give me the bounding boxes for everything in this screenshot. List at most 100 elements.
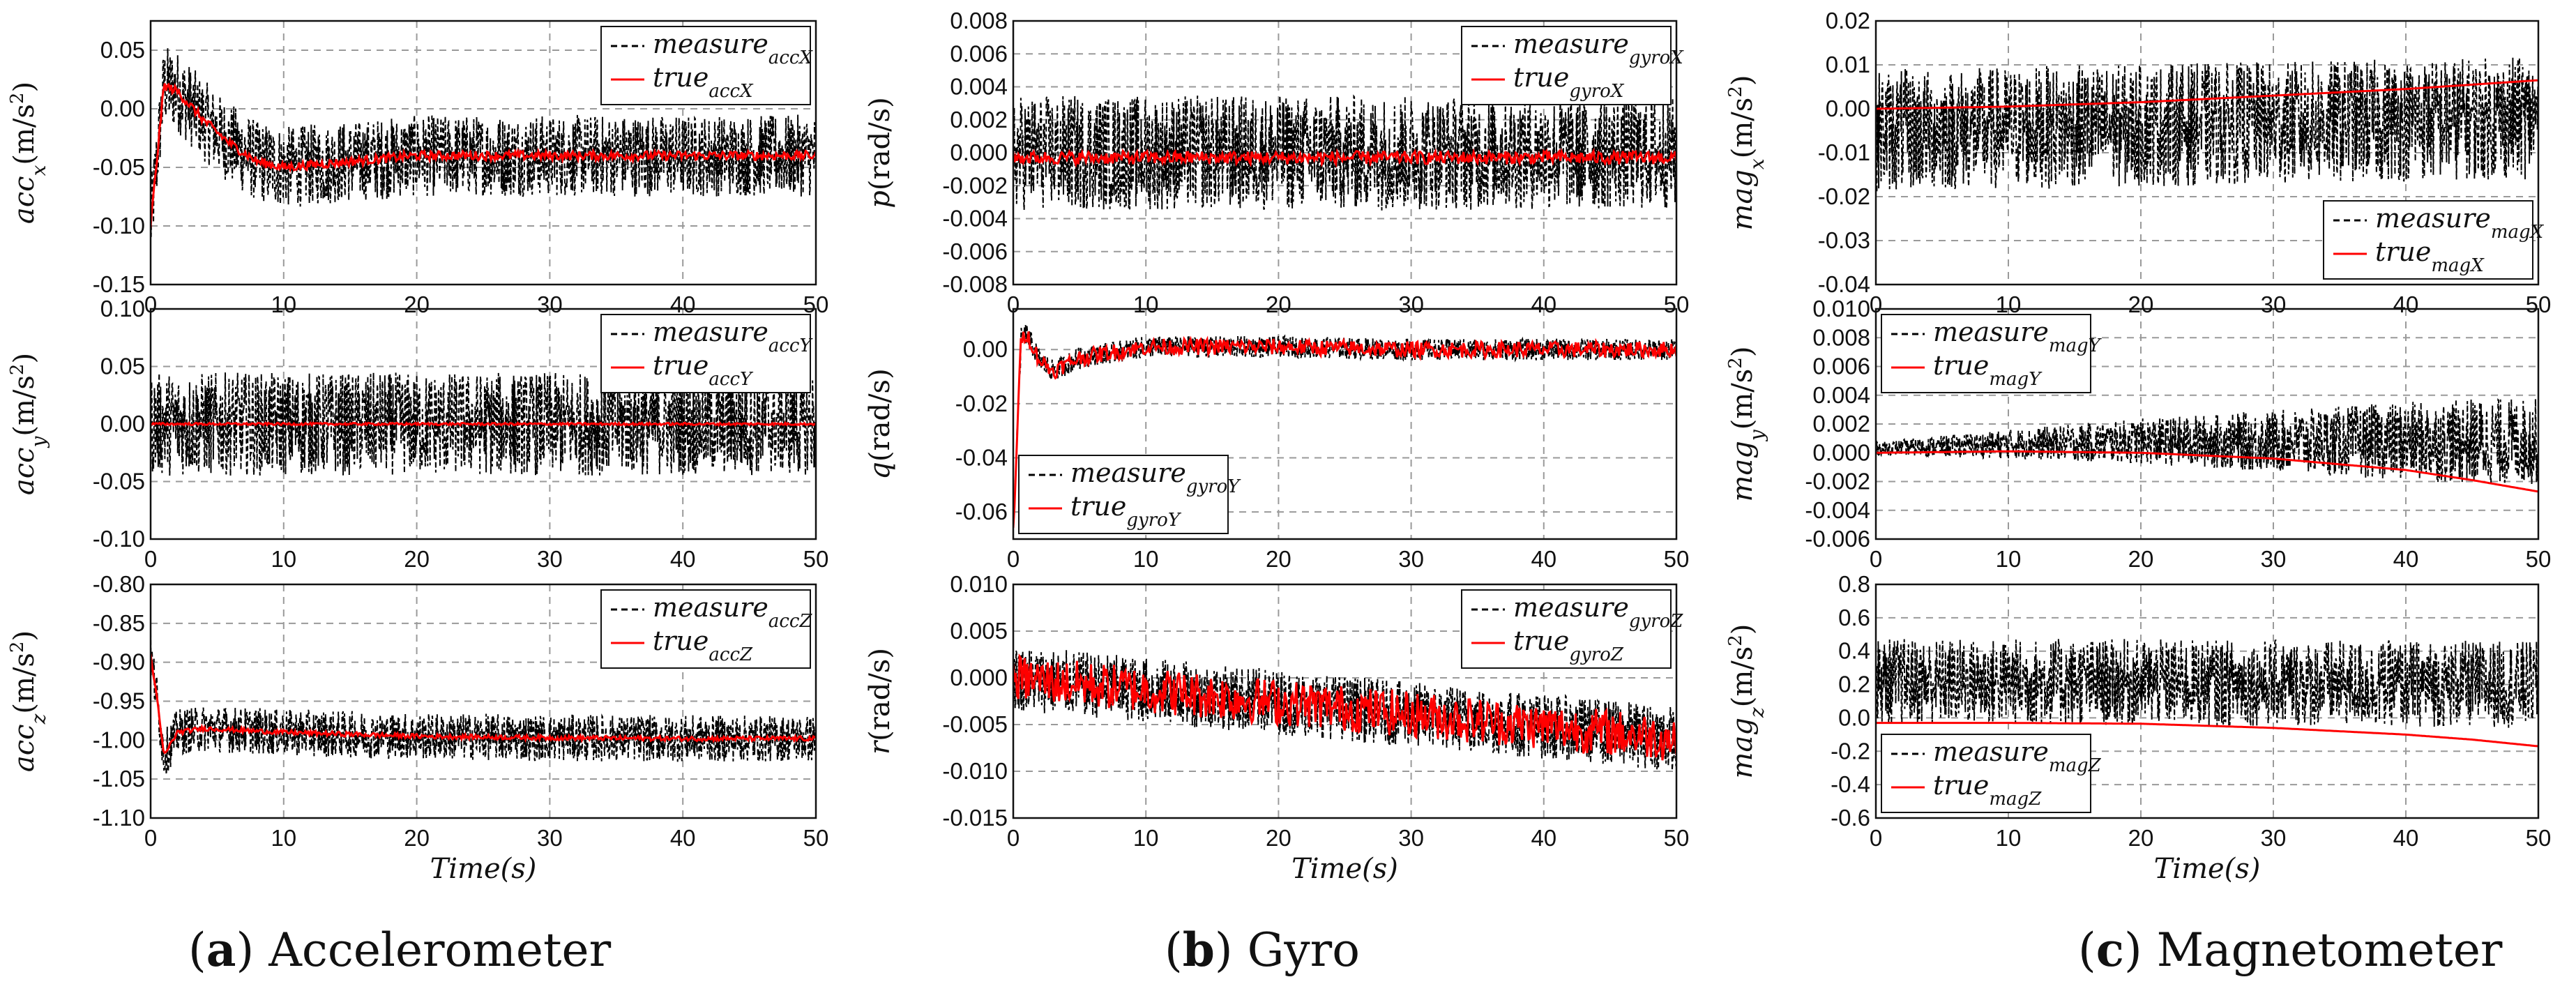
y-tick-label: -0.90 bbox=[93, 649, 145, 675]
y-tick-label: -1.05 bbox=[93, 766, 145, 792]
plot-frame bbox=[149, 20, 817, 286]
y-tick-label: -0.80 bbox=[93, 571, 145, 597]
legend-box bbox=[600, 589, 811, 669]
plot-area bbox=[151, 372, 816, 476]
series-measure_magZ bbox=[1876, 639, 2538, 728]
y-tick-label: -0.02 bbox=[955, 391, 1008, 416]
y-tick-label: 0.008 bbox=[1812, 324, 1870, 350]
plot-area bbox=[1876, 397, 2538, 493]
series-true_gyroX bbox=[1013, 147, 1676, 168]
series-measure_accY bbox=[151, 372, 816, 476]
y-tick-label: -0.06 bbox=[955, 499, 1008, 524]
y-tick-label: 0.002 bbox=[950, 107, 1008, 132]
x-tick-label: 10 bbox=[1996, 825, 2022, 851]
x-tick-label: 0 bbox=[1870, 825, 1882, 851]
legend-label: measuremagZ bbox=[1933, 736, 2102, 776]
legend-label: trueaccY bbox=[653, 350, 754, 390]
y-tick-label: -0.15 bbox=[93, 271, 145, 297]
x-tick-label: 30 bbox=[537, 825, 563, 851]
plot-frame bbox=[149, 583, 817, 819]
series-true_magZ bbox=[1876, 722, 2538, 748]
plot-area bbox=[151, 48, 816, 237]
y-tick-label: 0.8 bbox=[1838, 571, 1870, 597]
y-tick-label: 0.0 bbox=[1838, 704, 1870, 730]
y-tick-label: -0.006 bbox=[1805, 526, 1870, 552]
y-axis-label: q(rad/s) bbox=[864, 368, 896, 479]
series-true_accZ bbox=[151, 653, 816, 755]
y-tick-label: -0.10 bbox=[93, 213, 145, 238]
y-tick-label: -0.03 bbox=[1818, 227, 1870, 253]
y-tick-label: 0.000 bbox=[950, 139, 1008, 165]
legend-label: truegyroX bbox=[1513, 62, 1625, 102]
plot-frame bbox=[149, 308, 817, 540]
x-tick-label: 0 bbox=[1007, 292, 1020, 317]
x-axis-label: Time(s) bbox=[1291, 853, 1398, 885]
legend-box bbox=[1461, 26, 1672, 105]
x-tick-label: 50 bbox=[2526, 546, 2552, 572]
series-measure_magX bbox=[1876, 57, 2538, 192]
legend-box bbox=[1461, 589, 1672, 669]
y-tick-label: 0.002 bbox=[1812, 411, 1870, 437]
x-axis-label: Time(s) bbox=[2154, 853, 2261, 885]
legend-label: measuremagY bbox=[1933, 317, 2103, 356]
plot-frame bbox=[1012, 20, 1678, 286]
y-tick-label: -0.10 bbox=[93, 526, 145, 552]
x-tick-label: 0 bbox=[144, 292, 157, 317]
y-tick-label: -0.02 bbox=[1818, 183, 1870, 209]
series-measure_gyroX bbox=[1013, 94, 1676, 211]
plot-frame bbox=[1874, 308, 2540, 540]
x-tick-label: 40 bbox=[670, 546, 696, 572]
y-tick-label: 0.02 bbox=[1826, 8, 1870, 33]
y-axis-label: accx(m/s2) bbox=[7, 82, 50, 224]
x-tick-label: 0 bbox=[144, 825, 157, 851]
y-tick-label: -0.015 bbox=[942, 805, 1008, 831]
y-tick-label: 0.004 bbox=[1812, 382, 1870, 408]
chart-magx: 0 10 20 30 40 50-0.04-0.03-0.02-0.010.000.010… bbox=[1725, 8, 2551, 317]
y-tick-label: -0.005 bbox=[942, 711, 1008, 737]
caption-accelerometer: (a) Accelerometer bbox=[188, 923, 612, 977]
legend-box bbox=[600, 26, 811, 105]
plot-area bbox=[1013, 324, 1676, 529]
x-tick-label: 40 bbox=[1531, 825, 1556, 851]
y-axis-label: magx(m/s2) bbox=[1725, 75, 1768, 231]
x-tick-label: 0 bbox=[1870, 292, 1882, 317]
x-tick-label: 40 bbox=[670, 825, 696, 851]
x-tick-label: 0 bbox=[1007, 825, 1020, 851]
legend-label: truemagX bbox=[2375, 236, 2485, 276]
x-tick-label: 20 bbox=[1266, 546, 1291, 572]
y-tick-label: 0.00 bbox=[100, 96, 145, 121]
y-axis-label: magy(m/s2) bbox=[1725, 347, 1768, 502]
x-tick-label: 50 bbox=[803, 825, 829, 851]
y-tick-label: 0.000 bbox=[950, 665, 1008, 690]
y-tick-label: 0.01 bbox=[1826, 52, 1870, 77]
y-tick-label: -0.002 bbox=[942, 172, 1008, 198]
series-measure_accX bbox=[151, 48, 816, 237]
legend-label: truemagY bbox=[1933, 350, 2043, 390]
legend-box bbox=[1881, 314, 2091, 393]
y-tick-label: 0.2 bbox=[1838, 672, 1870, 697]
x-tick-label: 40 bbox=[2393, 546, 2419, 572]
x-tick-label: 10 bbox=[271, 825, 296, 851]
plot-area bbox=[151, 632, 816, 775]
legend-label: measuregyroZ bbox=[1513, 592, 1683, 632]
legend-label: measuremagX bbox=[2375, 203, 2545, 243]
x-tick-label: 20 bbox=[2128, 546, 2154, 572]
y-tick-label: -0.01 bbox=[1818, 139, 1870, 165]
x-tick-label: 50 bbox=[2526, 825, 2552, 851]
plot-frame bbox=[1012, 308, 1678, 540]
y-tick-label: -0.6 bbox=[1831, 805, 1870, 831]
y-tick-label: -0.05 bbox=[93, 469, 145, 494]
legend-box bbox=[600, 314, 811, 393]
y-tick-label: 0.00 bbox=[1826, 96, 1870, 121]
x-tick-label: 10 bbox=[1996, 546, 2022, 572]
legend-box bbox=[1018, 455, 1229, 534]
series-measure_accZ bbox=[151, 632, 816, 775]
